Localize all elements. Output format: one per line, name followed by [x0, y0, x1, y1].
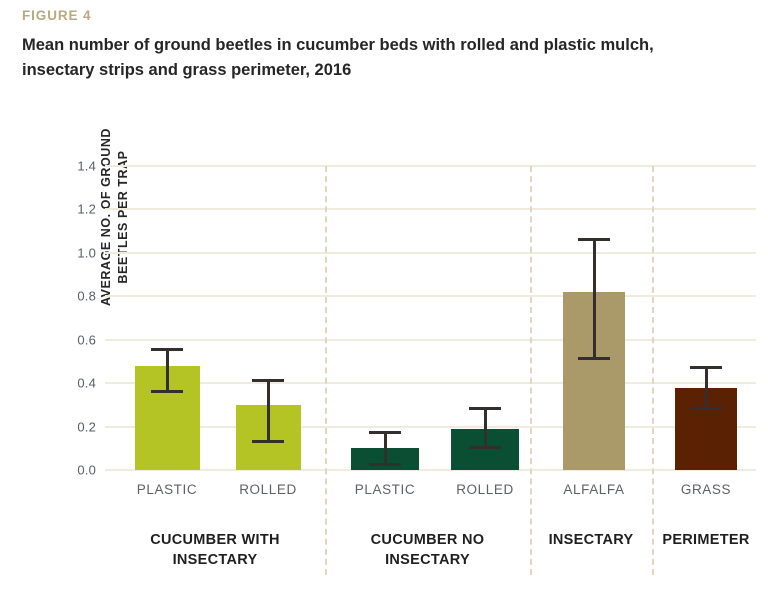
error-bar-cap-upper [151, 348, 183, 352]
gridline [105, 338, 756, 341]
error-bar-cap-lower [469, 446, 501, 450]
group-separator [652, 166, 654, 575]
x-axis-sub-label: PLASTIC [136, 482, 198, 497]
group-separator [530, 166, 532, 575]
x-axis-group-label-line: INSECTARY [548, 532, 634, 548]
error-bar-stem [483, 407, 487, 447]
x-axis-group-label: CUCUMBER WITH INSECTARY [105, 530, 325, 570]
gridline [105, 425, 756, 428]
y-axis-tick-label: 0.0 [77, 462, 96, 478]
y-axis-tick-label: 1.0 [77, 245, 96, 261]
y-axis-tick-labels: 0.0 0.2 0.4 0.6 0.8 1.0 1.2 1.4 [62, 159, 96, 478]
x-axis-sub-label: GRASS [680, 482, 732, 497]
x-axis-sub-label: ROLLED [239, 482, 297, 497]
y-axis-tick-label: 0.4 [77, 375, 96, 391]
x-axis-sub-label: PLASTIC [354, 482, 416, 497]
error-bar-stem [165, 348, 169, 390]
error-bar-cap-lower [578, 357, 610, 361]
plot-area [105, 165, 756, 471]
x-axis-group-label: CUCUMBER NO INSECTARY [325, 530, 530, 570]
error-bar-cap-upper [690, 365, 722, 369]
gridline [105, 251, 756, 254]
error-bar-stem [383, 430, 387, 464]
x-axis-group-label-line: PERIMETER [662, 532, 750, 548]
gridline [105, 382, 756, 385]
y-axis-tick-label: 1.2 [77, 201, 96, 217]
x-axis-group-label-line: CUCUMBER NO [370, 532, 485, 548]
figure-title-line-1: Mean number of ground beetles in cucumbe… [22, 36, 654, 54]
x-axis-group-label: PERIMETER [652, 530, 760, 550]
x-axis-group-label-line: INSECTARY [385, 552, 470, 568]
y-axis-tick-label: 0.8 [77, 288, 96, 304]
y-axis-tick-label: 0.6 [77, 332, 96, 348]
error-bar-stem [592, 237, 596, 358]
gridline [105, 469, 756, 471]
error-bar-cap-lower [151, 389, 183, 393]
y-axis-tick-label: 0.2 [77, 419, 96, 435]
error-bar-cap-lower [252, 439, 284, 443]
x-axis-group-label: INSECTARY [530, 530, 652, 550]
figure-number-label: FIGURE 4 [22, 8, 92, 23]
error-bar-stem [704, 365, 708, 408]
gridline [105, 208, 756, 211]
group-separator [325, 166, 327, 575]
error-bar-cap-upper [252, 378, 284, 382]
error-bar-cap-lower [690, 407, 722, 411]
error-bar-stem [266, 378, 270, 440]
gridline [105, 295, 756, 298]
x-axis-group-label-line: CUCUMBER WITH [150, 532, 280, 548]
figure-title: Mean number of ground beetles in cucumbe… [22, 33, 742, 83]
error-bar-cap-upper [369, 430, 401, 434]
figure-title-line-2: insectary strips and grass perimeter, 20… [22, 61, 352, 79]
x-axis-group-label-line: INSECTARY [172, 552, 258, 568]
x-axis-sub-label: ROLLED [456, 482, 514, 497]
error-bar-cap-upper [578, 237, 610, 241]
gridline [105, 165, 756, 167]
error-bar-cap-lower [369, 463, 401, 467]
error-bar-cap-upper [469, 407, 501, 411]
y-axis-tick-label: 1.4 [77, 158, 96, 174]
x-axis-sub-label: ALFALFA [563, 482, 625, 497]
